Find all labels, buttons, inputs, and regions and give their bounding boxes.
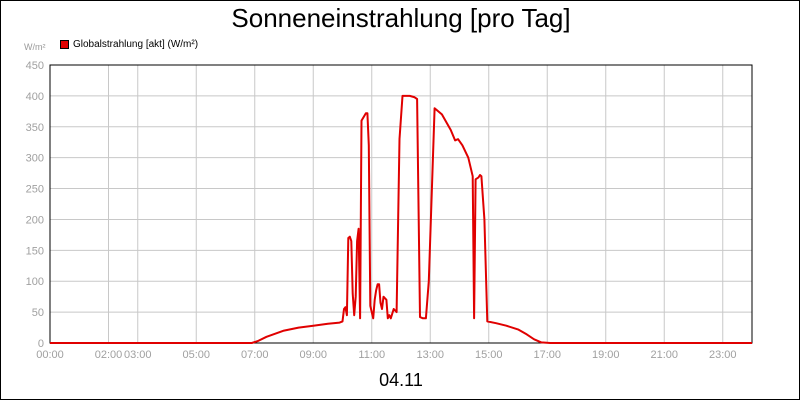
x-tick-label: 21:00: [650, 349, 678, 361]
series-line: [50, 94, 752, 344]
y-tick-label: 200: [26, 214, 44, 226]
y-tick-label: 350: [26, 122, 44, 134]
y-tick-label: 50: [32, 307, 44, 319]
y-tick-label: 0: [38, 338, 44, 350]
plot-border: [49, 64, 753, 344]
x-tick-label: 17:00: [533, 349, 561, 361]
x-tick-label: 09:00: [299, 349, 327, 361]
x-tick-label: 11:00: [358, 349, 385, 361]
y-tick-label: 250: [26, 184, 44, 196]
x-tick-label: 02:00: [95, 349, 123, 361]
y-axis-unit: W/m²: [24, 42, 46, 52]
y-tick-label: 450: [26, 60, 44, 72]
x-tick-label: 03:00: [124, 349, 152, 361]
x-tick-label: 00:00: [36, 349, 64, 361]
chart-title: Sonneneinstrahlung [pro Tag]: [231, 3, 571, 33]
legend-label: Globalstrahlung [akt] (W/m²): [73, 39, 199, 50]
y-tick-label: 100: [26, 276, 44, 288]
x-tick-label: 07:00: [241, 349, 269, 361]
y-tick-label: 150: [26, 245, 44, 257]
y-tick-label: 400: [26, 91, 44, 103]
x-tick-label: 15:00: [475, 349, 503, 361]
y-tick-label: 300: [26, 153, 44, 165]
x-tick-label: 23:00: [709, 349, 737, 361]
legend: Globalstrahlung [akt] (W/m²): [60, 39, 198, 50]
x-tick-label: 19:00: [592, 349, 620, 361]
legend-swatch: [60, 40, 69, 49]
x-axis-date-label: 04.11: [379, 370, 423, 390]
x-tick-label: 05:00: [182, 349, 210, 361]
x-tick-label: 13:00: [416, 349, 444, 361]
